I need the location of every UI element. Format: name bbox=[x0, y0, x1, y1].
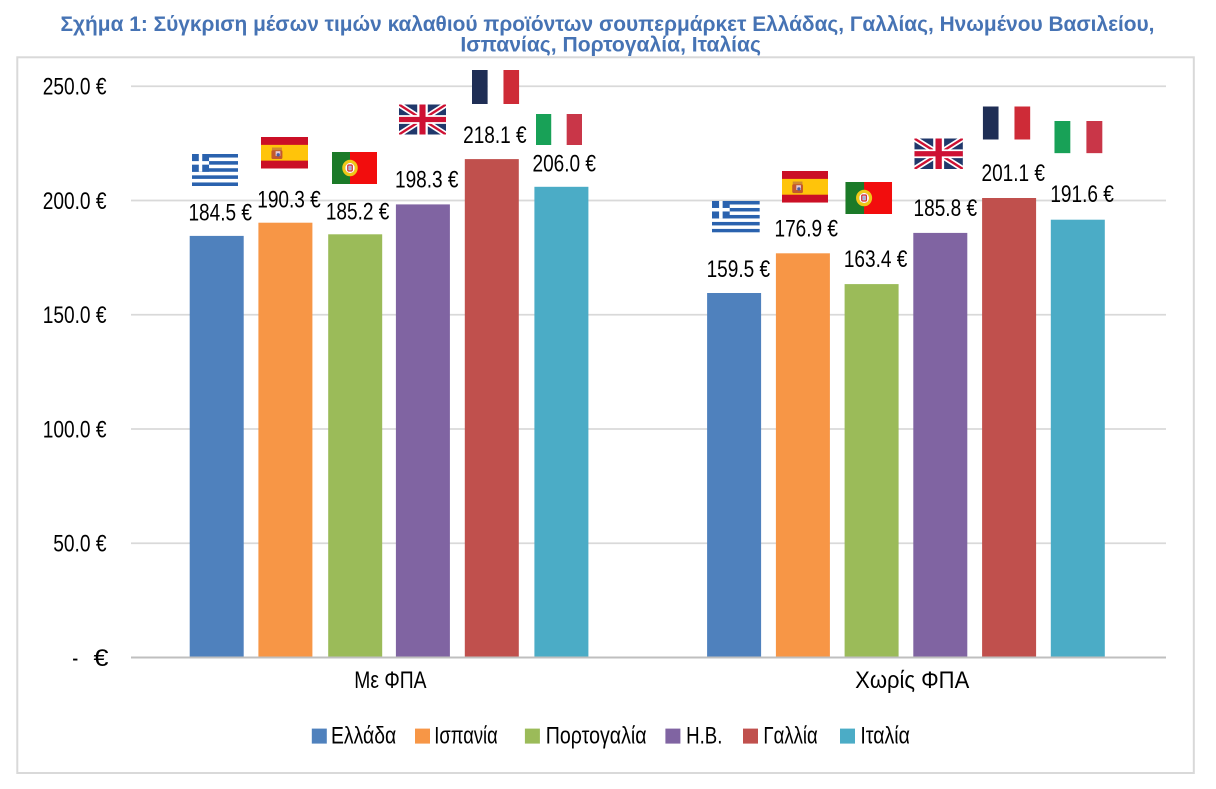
svg-text:Ελλάδα: Ελλάδα bbox=[331, 723, 396, 750]
svg-text:190.3 €: 190.3 € bbox=[257, 186, 321, 213]
svg-text:Με ΦΠΑ: Με ΦΠΑ bbox=[354, 667, 427, 694]
svg-text:100.0 €: 100.0 € bbox=[43, 416, 107, 443]
svg-text:218.1 €: 218.1 € bbox=[463, 122, 527, 149]
svg-text:Ισπανία: Ισπανία bbox=[434, 723, 498, 750]
svg-text:Πορτογαλία: Πορτογαλία bbox=[546, 723, 647, 750]
svg-text:206.0 €: 206.0 € bbox=[533, 151, 597, 178]
svg-text:250.0 €: 250.0 € bbox=[43, 74, 107, 101]
svg-text:Ιταλία: Ιταλία bbox=[860, 723, 910, 750]
svg-text:50.0 €: 50.0 € bbox=[53, 531, 107, 558]
svg-text:184.5 €: 184.5 € bbox=[188, 199, 252, 226]
svg-text:150.0 €: 150.0 € bbox=[43, 302, 107, 329]
svg-text:Χωρίς ΦΠΑ: Χωρίς ΦΠΑ bbox=[855, 667, 970, 694]
svg-text:200.0 €: 200.0 € bbox=[43, 188, 107, 215]
svg-text:159.5 €: 159.5 € bbox=[707, 256, 771, 283]
svg-text:185.8 €: 185.8 € bbox=[914, 195, 978, 222]
svg-text:198.3 €: 198.3 € bbox=[395, 167, 459, 194]
svg-text:163.4 €: 163.4 € bbox=[844, 246, 908, 273]
svg-text:-: - bbox=[72, 645, 78, 672]
svg-text:Σχήμα 1: Σύγκριση μέσων τιμών: Σχήμα 1: Σύγκριση μέσων τιμών καλαθιού π… bbox=[61, 12, 1155, 36]
svg-text:185.2 €: 185.2 € bbox=[326, 199, 390, 226]
svg-text:201.1 €: 201.1 € bbox=[982, 160, 1046, 187]
svg-text:Γαλλία: Γαλλία bbox=[763, 723, 817, 750]
svg-text:Ισπανίας, Πορτογαλία, Ιταλίας: Ισπανίας, Πορτογαλία, Ιταλίας bbox=[460, 32, 761, 56]
svg-text:176.9 €: 176.9 € bbox=[775, 216, 839, 243]
svg-text:€: € bbox=[94, 645, 109, 672]
svg-text:Η.Β.: Η.Β. bbox=[686, 723, 722, 750]
svg-text:191.6 €: 191.6 € bbox=[1050, 181, 1114, 208]
